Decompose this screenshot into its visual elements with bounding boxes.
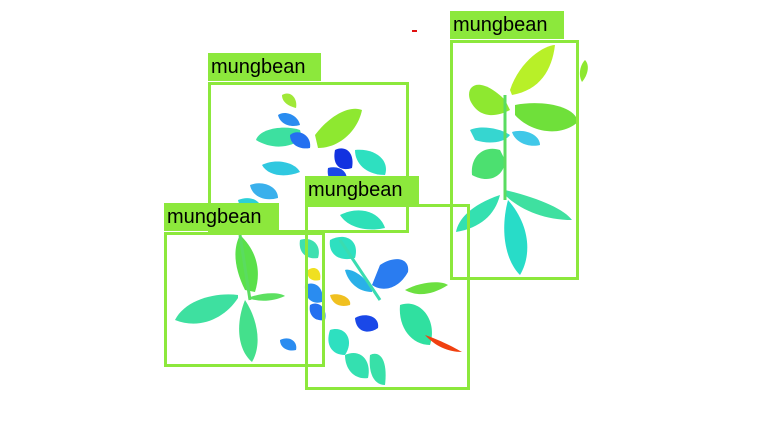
detection-label: mungbean <box>164 203 279 231</box>
detection-label: mungbean <box>450 11 564 39</box>
detection-label: mungbean <box>208 53 321 81</box>
plant-right <box>456 45 588 275</box>
plant-left <box>175 234 297 362</box>
red-artifact <box>412 30 417 32</box>
detection-label: mungbean <box>305 176 419 204</box>
plant-center <box>299 236 462 385</box>
